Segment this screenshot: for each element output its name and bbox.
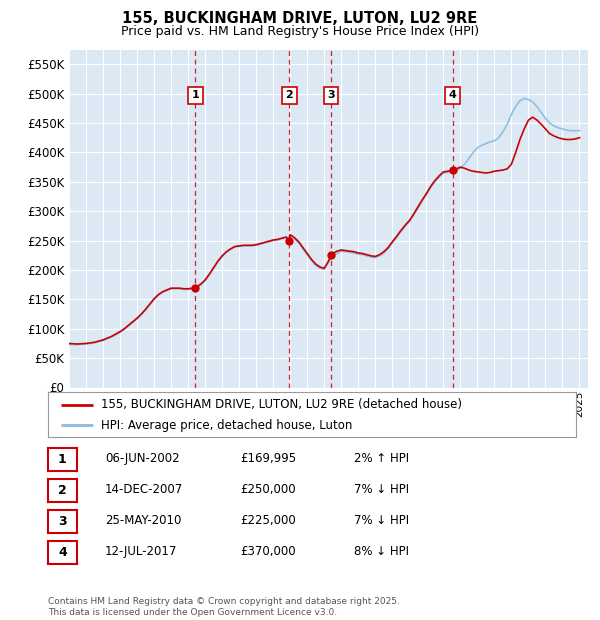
- Text: 8% ↓ HPI: 8% ↓ HPI: [354, 546, 409, 558]
- Text: 2% ↑ HPI: 2% ↑ HPI: [354, 453, 409, 465]
- Text: 155, BUCKINGHAM DRIVE, LUTON, LU2 9RE: 155, BUCKINGHAM DRIVE, LUTON, LU2 9RE: [122, 11, 478, 26]
- Text: 2: 2: [58, 484, 67, 497]
- Text: 2: 2: [286, 91, 293, 100]
- Text: 7% ↓ HPI: 7% ↓ HPI: [354, 484, 409, 496]
- Text: £370,000: £370,000: [240, 546, 296, 558]
- Text: 06-JUN-2002: 06-JUN-2002: [105, 453, 179, 465]
- Text: 4: 4: [58, 546, 67, 559]
- Text: Price paid vs. HM Land Registry's House Price Index (HPI): Price paid vs. HM Land Registry's House …: [121, 25, 479, 38]
- Text: 25-MAY-2010: 25-MAY-2010: [105, 515, 181, 527]
- Text: 4: 4: [449, 91, 457, 100]
- Text: 155, BUCKINGHAM DRIVE, LUTON, LU2 9RE (detached house): 155, BUCKINGHAM DRIVE, LUTON, LU2 9RE (d…: [101, 398, 462, 411]
- Text: £169,995: £169,995: [240, 453, 296, 465]
- Text: 3: 3: [58, 515, 67, 528]
- Text: £250,000: £250,000: [240, 484, 296, 496]
- Text: HPI: Average price, detached house, Luton: HPI: Average price, detached house, Luto…: [101, 418, 352, 432]
- Text: 3: 3: [327, 91, 335, 100]
- Text: 12-JUL-2017: 12-JUL-2017: [105, 546, 178, 558]
- Text: 1: 1: [58, 453, 67, 466]
- Text: £225,000: £225,000: [240, 515, 296, 527]
- Text: 7% ↓ HPI: 7% ↓ HPI: [354, 515, 409, 527]
- Text: 14-DEC-2007: 14-DEC-2007: [105, 484, 183, 496]
- Text: Contains HM Land Registry data © Crown copyright and database right 2025.
This d: Contains HM Land Registry data © Crown c…: [48, 598, 400, 617]
- Text: 1: 1: [191, 91, 199, 100]
